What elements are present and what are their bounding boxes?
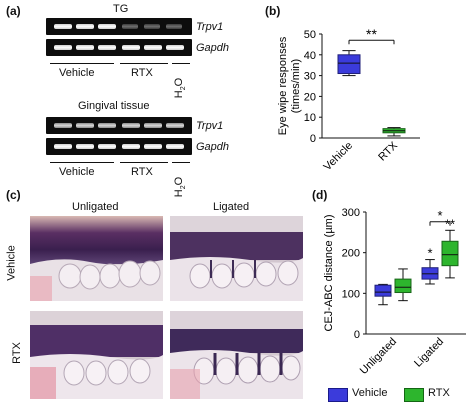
panel-b-letter: (b) [265, 4, 281, 18]
gingival-label-vehicle: Vehicle [59, 166, 95, 178]
chart-b-ytick-label: 20 [304, 91, 316, 103]
tg-title: TG [113, 3, 129, 15]
chart-b-ytick-label: 50 [304, 29, 316, 41]
chart-b-box-vehicle-box [337, 54, 361, 75]
gel-tg-gapdh [46, 39, 192, 56]
label-tg-gapdh: Gapdh [196, 42, 230, 54]
chart-b-xtick-label: RTX [376, 139, 400, 163]
chart-d-box-rtx-0-box [394, 278, 412, 294]
chart-b-ylabel: Eye wipe responses [277, 36, 289, 135]
col-label-ligated: Ligated [213, 201, 250, 213]
chart-d-ytick-label: 200 [342, 248, 360, 260]
chart-b-ytick-label: 40 [304, 50, 316, 62]
gel-tg-trpv1 [46, 18, 192, 35]
gingival-label-water: H2O [172, 176, 187, 198]
legend-rtx-swatch [404, 388, 424, 402]
panel-c-letter: (c) [6, 188, 21, 202]
photo-rtx-unligated [30, 311, 163, 399]
gingival-label-rtx: RTX [131, 166, 153, 178]
row-label-rtx: RTX [10, 342, 23, 364]
label-tg-trpv1: Trpv1 [196, 21, 224, 33]
photo-vehicle-unligated [30, 216, 163, 301]
panel-a-letter: (a) [6, 4, 21, 18]
chart-b-ytick-label: 0 [310, 133, 316, 145]
chart-b-xtick-label: Vehicle [322, 140, 356, 174]
col-label-unligated: Unligated [72, 201, 119, 213]
label-gingival-gapdh: Gapdh [196, 141, 230, 153]
chart-d-box-vehicle-0-box [374, 284, 392, 297]
chart-d-box-rtx-1-box [441, 240, 459, 267]
legend-vehicle-label: Vehicle [352, 387, 388, 399]
tg-label-water: H2O [172, 77, 187, 99]
gingival-title: Gingival tissue [78, 100, 150, 112]
chart-d-ytick-label: 300 [342, 207, 360, 219]
label-gingival-trpv1: Trpv1 [196, 120, 224, 132]
chart-d-sig-vehicle-ligated: * [427, 246, 432, 261]
chart-d-sig-bracket-label: * [437, 208, 442, 223]
gel-gingival-trpv1 [46, 117, 192, 134]
panel-d-letter: (d) [312, 188, 328, 202]
gel-gingival-gapdh [46, 138, 192, 155]
chart-b: 0 10 20 30 40 50 Eye wipe responses (times/min)… [277, 26, 420, 174]
legend-rtx-label: RTX [428, 387, 450, 399]
tg-label-rtx: RTX [131, 67, 153, 79]
chart-b-ytick-label: 30 [304, 71, 316, 83]
chart-d: 0 100 200 300 CEJ-ABC distance (µm) Unligated… [323, 207, 466, 375]
chart-d-xtick-label: Ligated [412, 336, 446, 370]
row-label-vehicle: Vehicle [5, 245, 18, 281]
chart-d-xtick-label: Unligated [358, 336, 399, 375]
photo-vehicle-ligated [170, 216, 303, 301]
chart-b-ylabel-unit: (times/min) [290, 59, 302, 113]
photo-rtx-ligated [170, 311, 303, 399]
chart-b-sig-label: ** [366, 26, 377, 42]
chart-d-ytick-label: 100 [342, 288, 360, 300]
chart-b-ytick-label: 10 [304, 112, 316, 124]
chart-d-ytick-label: 0 [354, 329, 360, 341]
legend-vehicle-swatch [328, 388, 348, 402]
tg-label-vehicle: Vehicle [59, 67, 95, 79]
chart-d-ylabel: CEJ-ABC distance (µm) [323, 215, 335, 332]
